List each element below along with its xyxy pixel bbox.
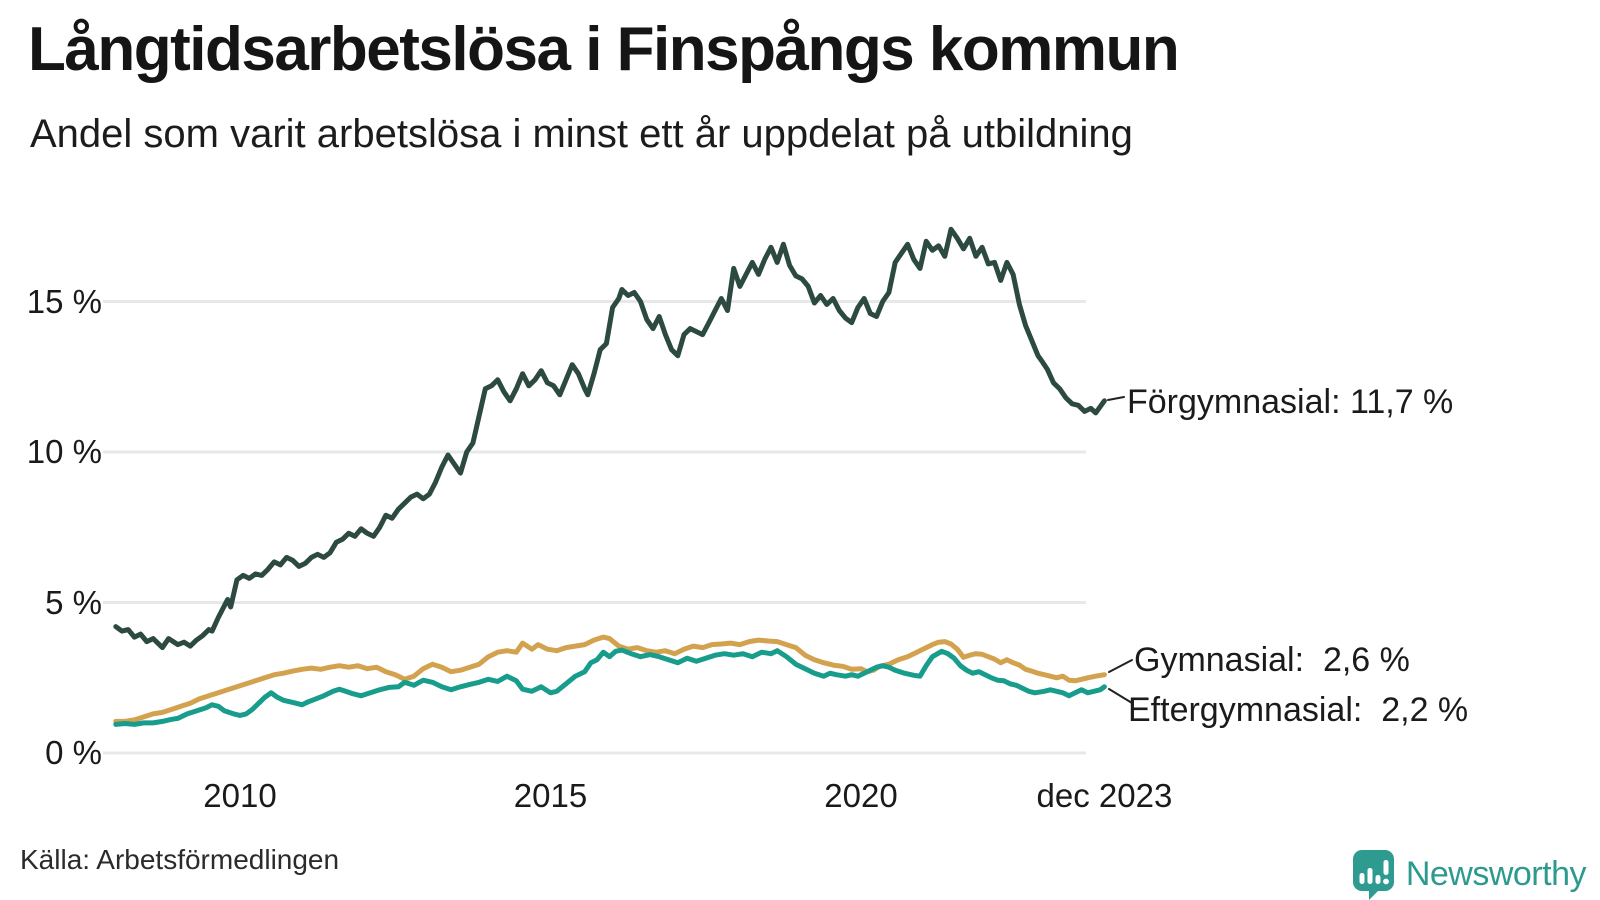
y-axis-tick: 10 % xyxy=(26,433,102,470)
page-subtitle: Andel som varit arbetslösa i minst ett å… xyxy=(30,112,1133,156)
series-end-label-eftergymnasial: Eftergymnasial: 2,2 % xyxy=(1128,691,1469,729)
label-connector xyxy=(1107,396,1125,401)
source-note: Källa: Arbetsförmedlingen xyxy=(20,844,340,875)
x-axis-tick: 2010 xyxy=(203,777,277,814)
series-line-gymnasial xyxy=(113,634,1107,724)
speech-bubble-bar-chart-icon xyxy=(1352,850,1394,900)
series-end-label-forgymnasial: Förgymnasial: 11,7 % xyxy=(1127,383,1454,421)
series-line-förgymnasial xyxy=(113,226,1107,651)
y-axis-tick: 15 % xyxy=(26,282,102,320)
newsworthy-wordmark: Newsworthy xyxy=(1405,854,1587,893)
x-axis-tick: 2020 xyxy=(824,777,898,814)
page-title: Långtidsarbetslösa i Finspångs kommun xyxy=(28,15,1180,84)
x-axis-tick: 2015 xyxy=(513,777,588,814)
x-axis-tick: dec 2023 xyxy=(1036,777,1173,814)
series-line-eftergymnasial xyxy=(113,647,1107,727)
y-axis-tick: 5 % xyxy=(45,583,102,621)
label-connector xyxy=(1108,688,1133,704)
label-connector xyxy=(1108,659,1133,673)
newsworthy-logo: Newsworthy xyxy=(1350,848,1587,900)
y-axis-tick: 0 % xyxy=(45,734,102,771)
series-end-label-gymnasial: Gymnasial: 2,6 % xyxy=(1134,641,1410,679)
